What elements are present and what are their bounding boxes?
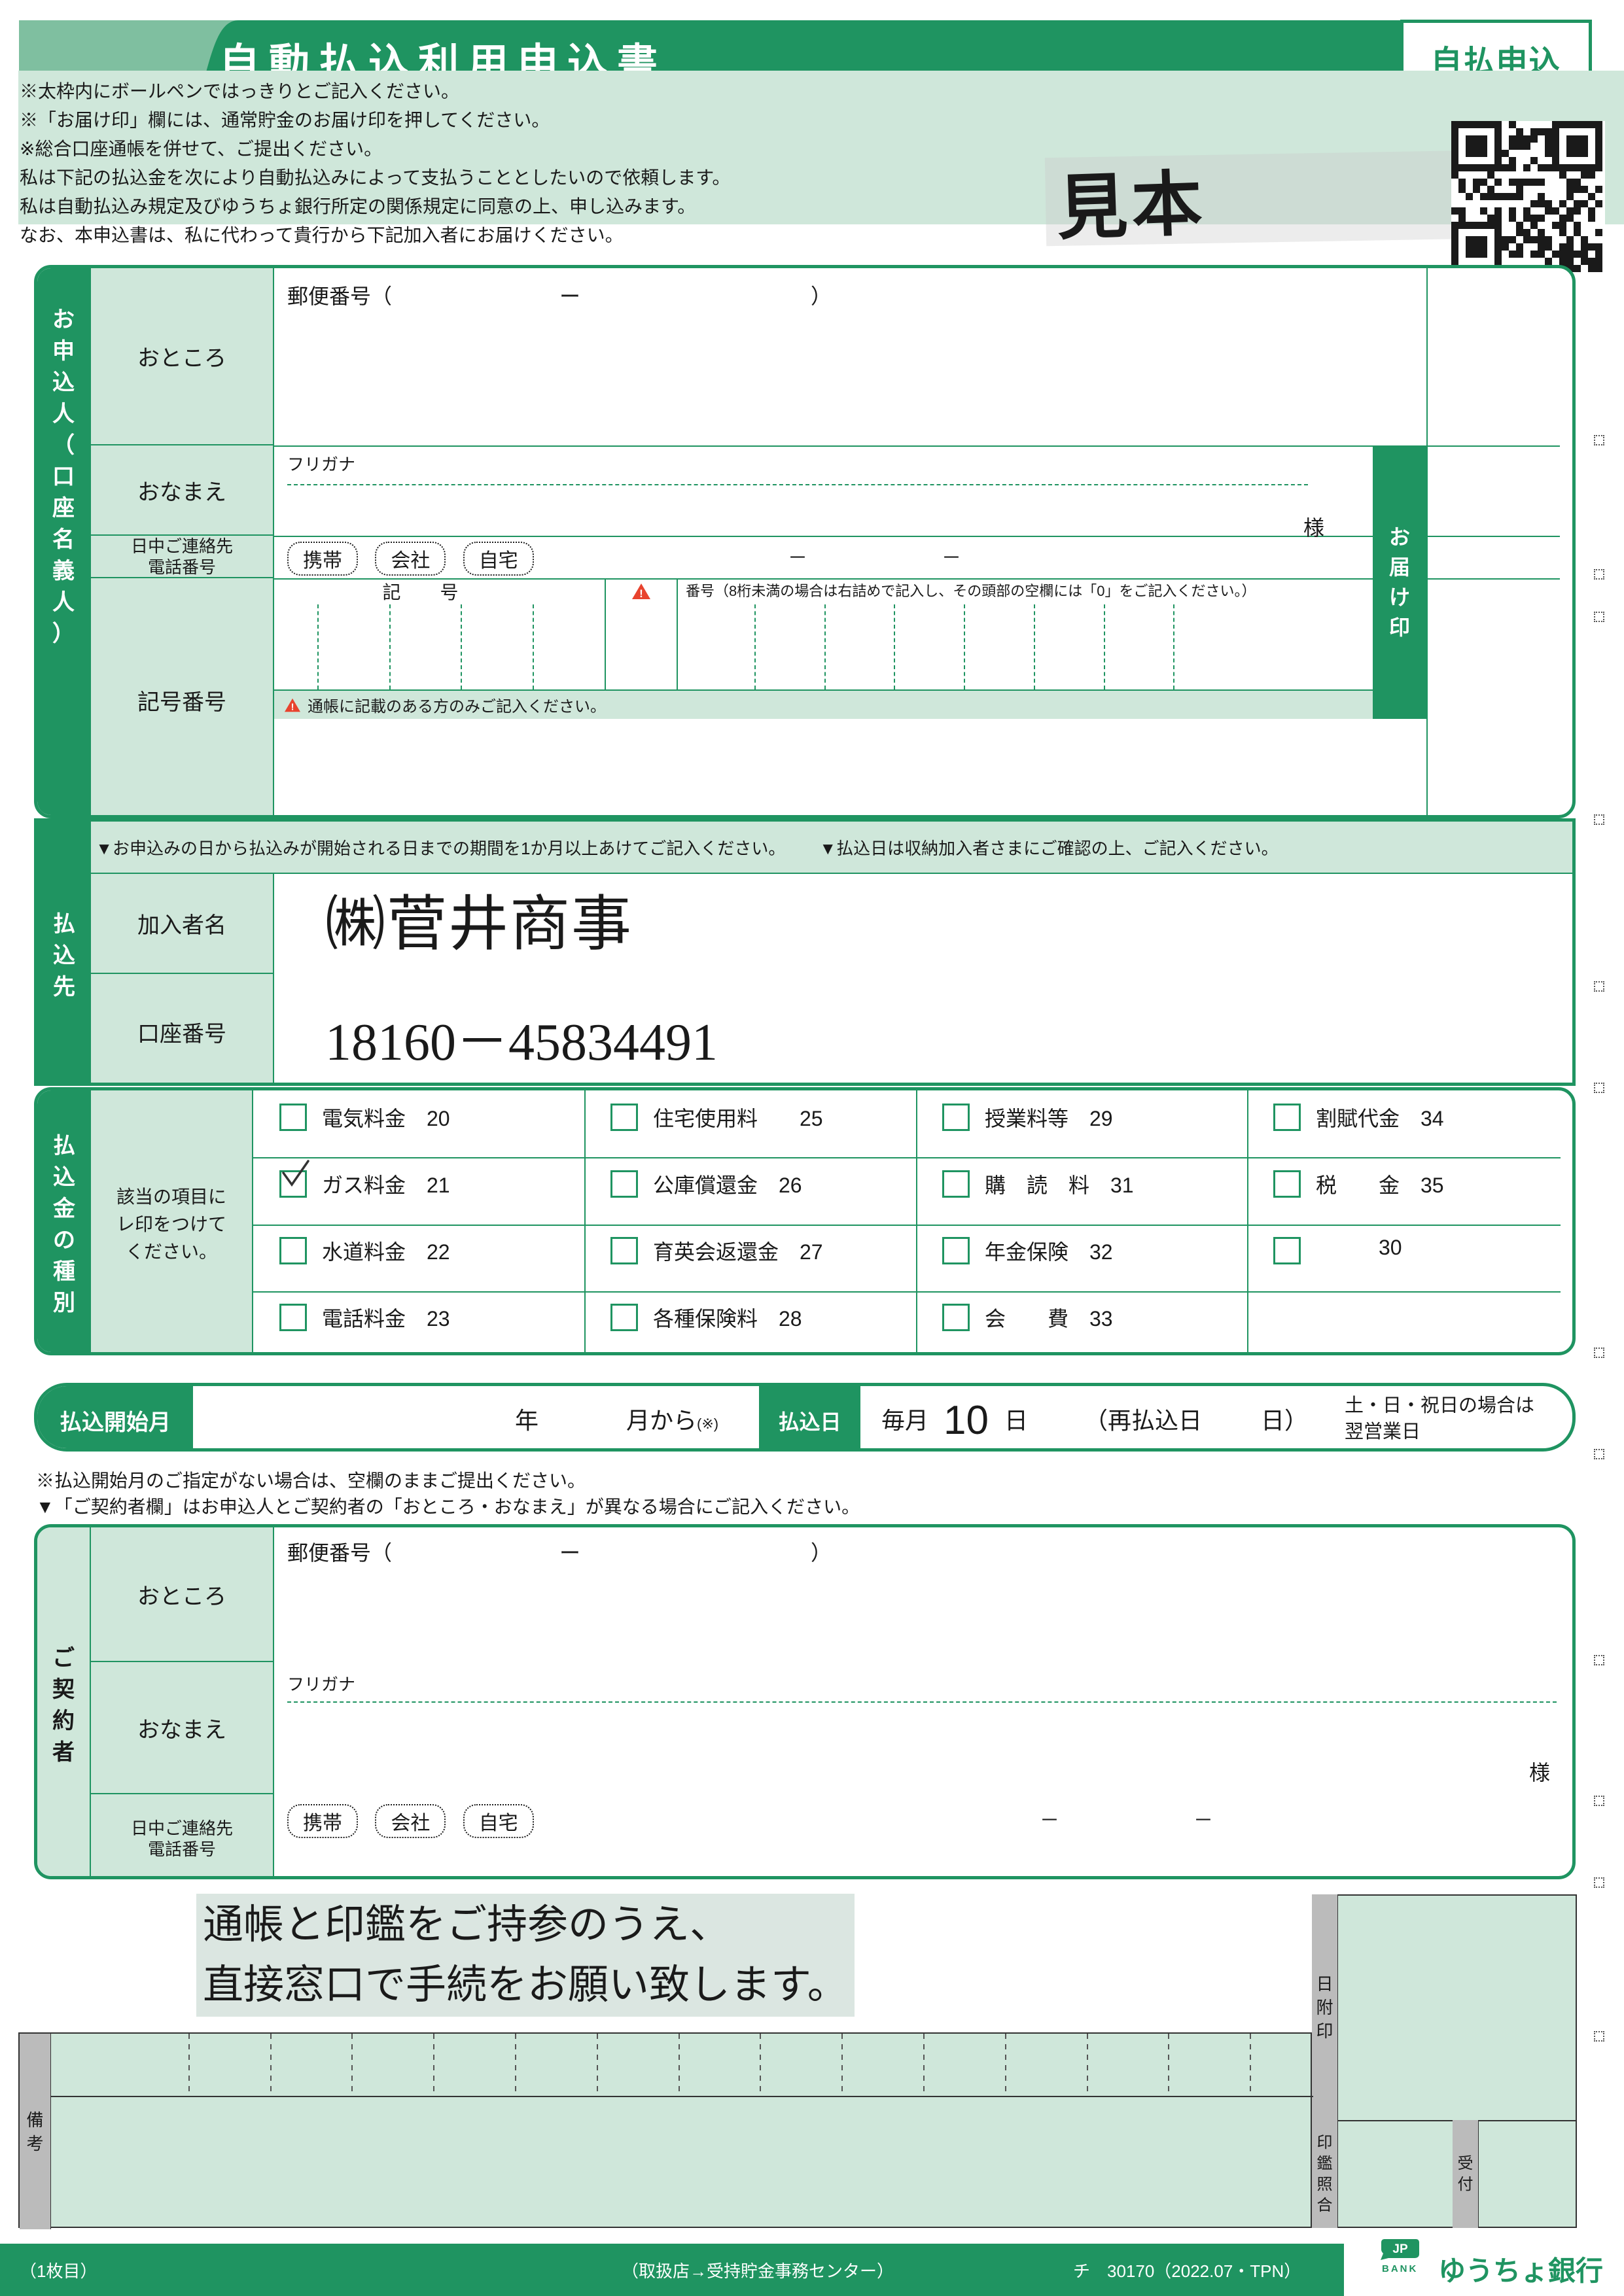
svg-text:!: ! — [639, 587, 643, 600]
svg-text:!: ! — [291, 702, 294, 712]
svg-text:JP: JP — [1392, 2242, 1408, 2256]
